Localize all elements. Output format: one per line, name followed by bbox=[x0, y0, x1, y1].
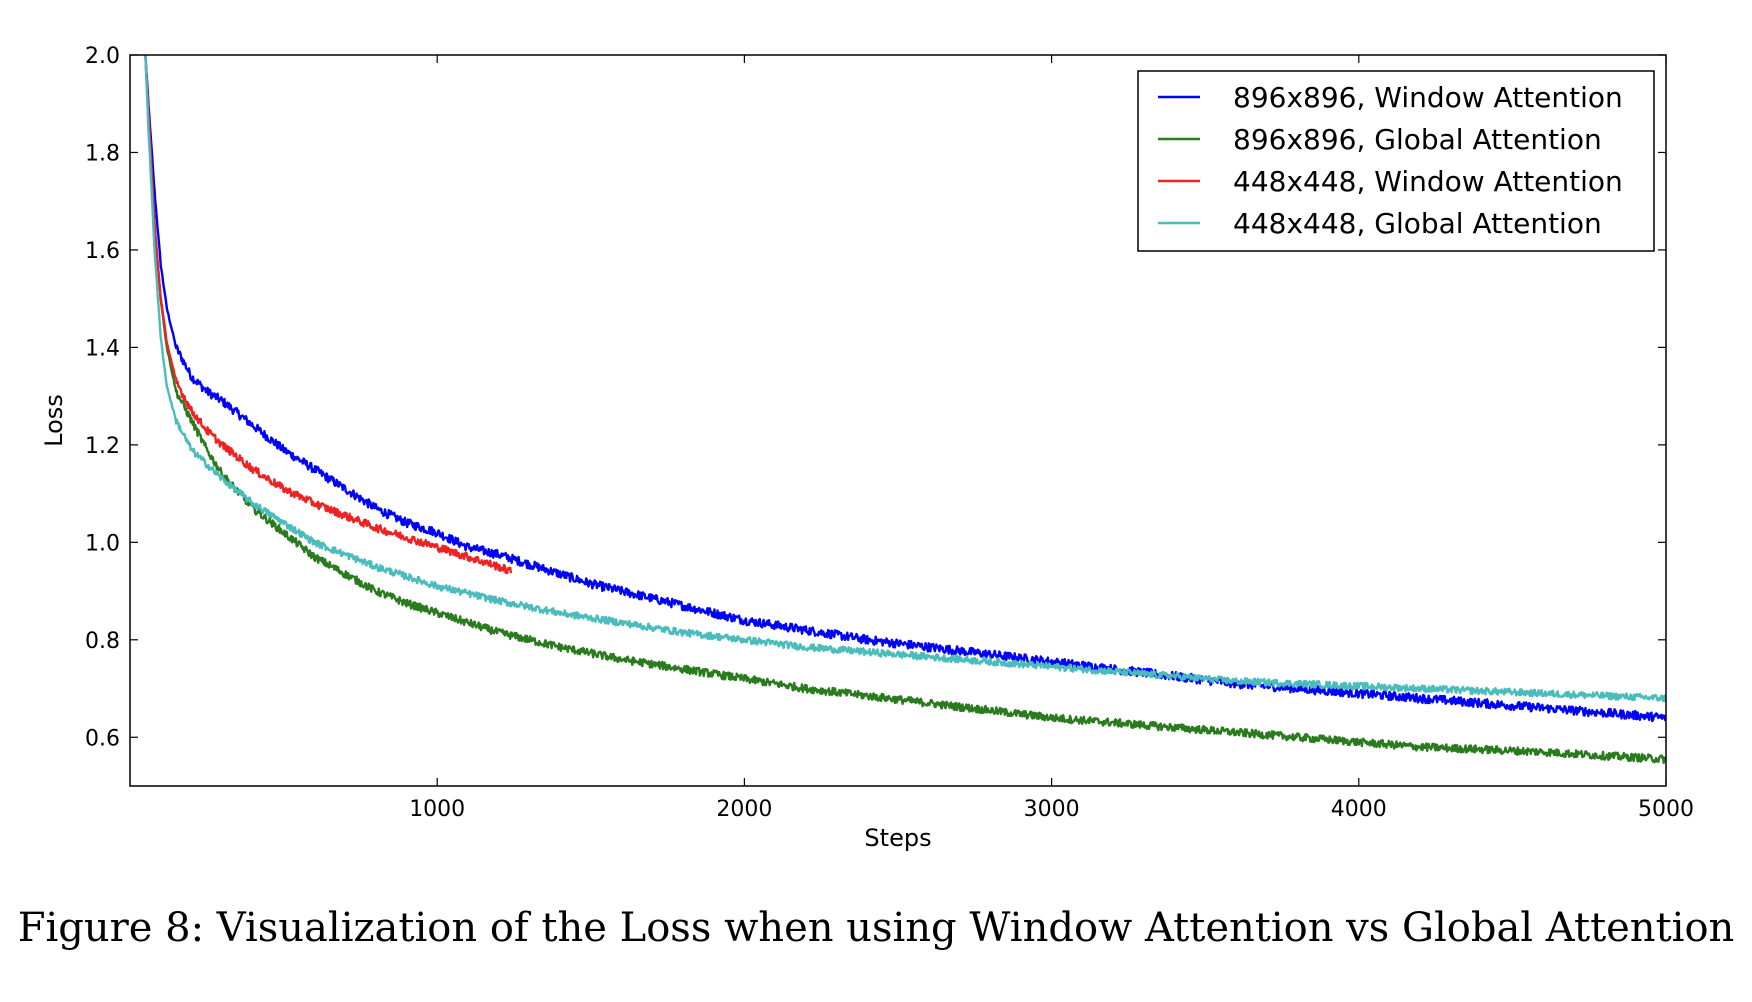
series-line-1 bbox=[144, 55, 1666, 723]
x-tick-label: 3000 bbox=[1024, 797, 1080, 822]
y-tick-label: 2.0 bbox=[85, 44, 120, 69]
ticks-layer: 1000 2000 3000 4000 5000 0.6 0.8 1.0 1.2 1.4 1.6 1.… bbox=[85, 44, 1694, 822]
x-tick-label: 4000 bbox=[1331, 797, 1387, 822]
y-tick-label: 1.8 bbox=[85, 141, 120, 166]
y-tick-label: 1.6 bbox=[85, 239, 120, 264]
x-tick-label: 5000 bbox=[1638, 797, 1694, 822]
x-tick-label: 1000 bbox=[409, 797, 465, 822]
legend: 896x896, Window Attention 896x896, Global… bbox=[1137, 70, 1655, 252]
y-tick-label: 1.4 bbox=[85, 336, 120, 361]
loss-chart: 1000 2000 3000 4000 5000 0.6 0.8 1.0 1.2 1.4 1.6 1.… bbox=[40, 44, 1694, 852]
y-tick-label: 1.2 bbox=[85, 434, 120, 459]
legend-box bbox=[1137, 70, 1655, 252]
series-line-4 bbox=[144, 55, 1666, 703]
series-line-2 bbox=[144, 55, 1666, 764]
plot-frame bbox=[129, 54, 1667, 787]
figure-caption: Figure 8: Visualization of the Loss when… bbox=[17, 905, 1735, 951]
x-tick-label: 2000 bbox=[716, 797, 772, 822]
legend-label: 896x896, Global Attention bbox=[1233, 123, 1602, 156]
y-tick-label: 0.6 bbox=[85, 726, 120, 751]
x-axis-label: Steps bbox=[864, 824, 931, 852]
y-tick-label: 1.0 bbox=[85, 531, 120, 556]
legend-label: 448x448, Window Attention bbox=[1233, 165, 1623, 198]
series-line-3 bbox=[144, 55, 513, 575]
y-tick-label: 0.8 bbox=[85, 629, 120, 654]
y-axis-label: Loss bbox=[40, 394, 68, 447]
legend-label: 896x896, Window Attention bbox=[1233, 81, 1623, 114]
series-layer bbox=[144, 55, 1666, 764]
legend-label: 448x448, Global Attention bbox=[1233, 207, 1602, 240]
